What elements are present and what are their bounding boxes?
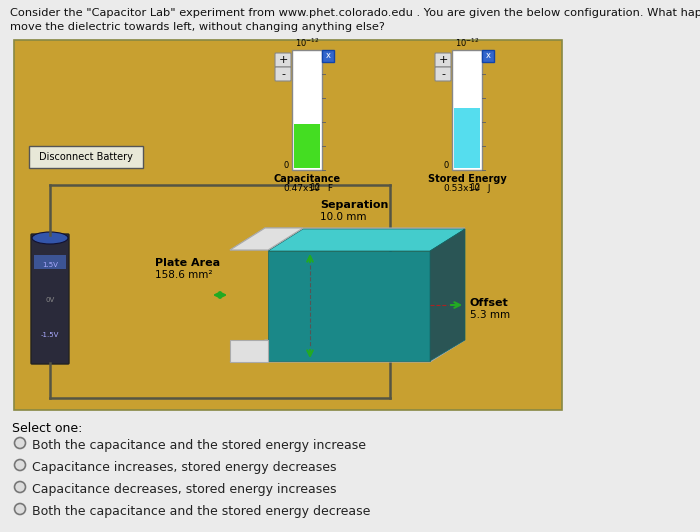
Text: Offset: Offset <box>470 298 509 308</box>
Text: Capacitance: Capacitance <box>274 174 341 184</box>
Text: Consider the "Capacitor Lab" experiment from www.phet.colorado.edu . You are giv: Consider the "Capacitor Lab" experiment … <box>10 8 700 18</box>
Bar <box>34 255 66 269</box>
Text: J: J <box>485 184 491 193</box>
Text: +: + <box>279 55 288 65</box>
Text: 5.3 mm: 5.3 mm <box>470 310 510 320</box>
Polygon shape <box>268 229 465 251</box>
Text: -: - <box>441 69 445 79</box>
Bar <box>14 40 562 410</box>
Text: Both the capacitance and the stored energy increase: Both the capacitance and the stored ener… <box>32 439 366 452</box>
Text: x: x <box>486 52 491 61</box>
Text: -12: -12 <box>309 183 321 192</box>
Polygon shape <box>230 340 268 362</box>
Bar <box>454 107 480 168</box>
Circle shape <box>15 460 25 470</box>
Text: -12: -12 <box>469 183 481 192</box>
Text: 0.53x10: 0.53x10 <box>444 184 480 193</box>
Text: 0: 0 <box>444 161 449 170</box>
Text: 158.6 mm²: 158.6 mm² <box>155 270 213 280</box>
Text: 0.47x10: 0.47x10 <box>284 184 321 193</box>
FancyBboxPatch shape <box>31 234 69 364</box>
Text: Plate Area: Plate Area <box>155 258 220 268</box>
Text: 1.5V: 1.5V <box>42 262 58 268</box>
Text: F: F <box>325 184 333 193</box>
Ellipse shape <box>32 232 68 244</box>
Text: -1.5V: -1.5V <box>41 332 60 338</box>
Text: $10^{-12}$: $10^{-12}$ <box>295 37 319 49</box>
Polygon shape <box>230 340 465 362</box>
Text: Separation: Separation <box>320 200 389 210</box>
Polygon shape <box>268 251 430 361</box>
Text: +: + <box>438 55 448 65</box>
Text: Disconnect Battery: Disconnect Battery <box>39 152 133 162</box>
Text: x: x <box>326 52 330 61</box>
Text: 10.0 mm: 10.0 mm <box>320 212 367 222</box>
Text: 0V: 0V <box>46 297 55 303</box>
Text: move the dielectric towards left, without changing anything else?: move the dielectric towards left, withou… <box>10 22 385 32</box>
Text: Both the capacitance and the stored energy decrease: Both the capacitance and the stored ener… <box>32 505 370 518</box>
Text: Select one:: Select one: <box>12 422 83 435</box>
FancyBboxPatch shape <box>275 67 291 81</box>
FancyBboxPatch shape <box>275 53 291 67</box>
Bar <box>482 50 494 62</box>
Circle shape <box>15 481 25 493</box>
Polygon shape <box>430 229 465 361</box>
Text: 0: 0 <box>284 161 289 170</box>
FancyBboxPatch shape <box>435 67 451 81</box>
Text: Stored Energy: Stored Energy <box>428 174 506 184</box>
Text: Capacitance increases, stored energy decreases: Capacitance increases, stored energy dec… <box>32 461 337 474</box>
Text: -: - <box>281 69 285 79</box>
Polygon shape <box>230 228 465 250</box>
Bar <box>292 50 322 170</box>
FancyBboxPatch shape <box>29 146 143 168</box>
Polygon shape <box>230 228 303 250</box>
Text: Capacitance decreases, stored energy increases: Capacitance decreases, stored energy inc… <box>32 483 337 496</box>
Bar <box>452 50 482 170</box>
Circle shape <box>15 503 25 514</box>
Bar <box>322 50 334 62</box>
Bar <box>294 124 320 168</box>
Text: $10^{-12}$: $10^{-12}$ <box>455 37 480 49</box>
FancyBboxPatch shape <box>435 53 451 67</box>
Circle shape <box>15 437 25 448</box>
